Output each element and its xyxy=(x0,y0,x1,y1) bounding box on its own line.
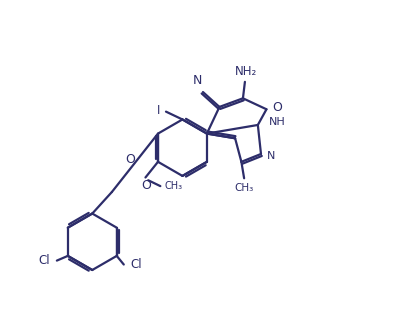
Text: NH₂: NH₂ xyxy=(235,65,257,78)
Text: Cl: Cl xyxy=(131,258,142,271)
Text: CH₃: CH₃ xyxy=(235,183,254,193)
Text: O: O xyxy=(141,179,151,192)
Text: O: O xyxy=(272,101,282,114)
Text: N: N xyxy=(193,74,202,87)
Text: Cl: Cl xyxy=(38,254,50,267)
Text: N: N xyxy=(267,151,276,161)
Text: NH: NH xyxy=(269,117,286,127)
Text: CH₃: CH₃ xyxy=(164,181,182,191)
Text: O: O xyxy=(125,153,135,166)
Text: I: I xyxy=(157,104,160,117)
